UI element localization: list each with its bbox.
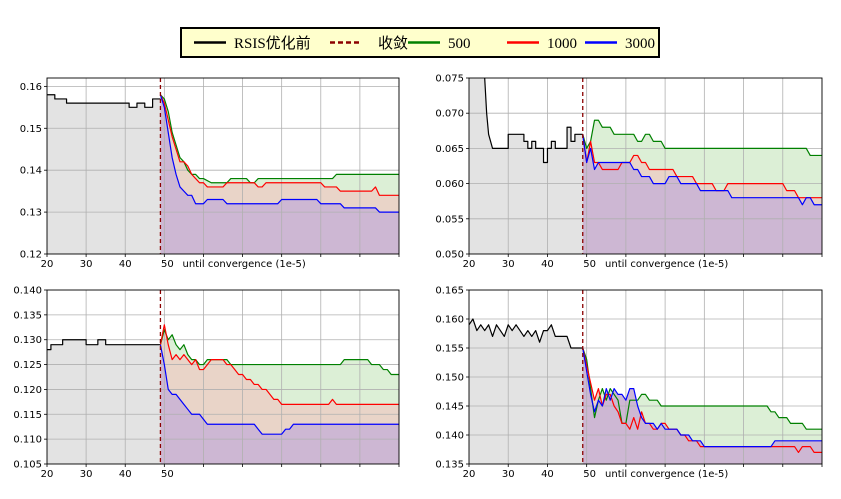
series-line-s3000	[582, 347, 822, 448]
y-tick-label: 0.055	[435, 214, 464, 225]
fill-3000	[160, 94, 399, 254]
y-tick-label: 0.150	[435, 373, 464, 384]
y-tick-label: 0.060	[435, 179, 464, 190]
fill-3000	[160, 344, 399, 464]
grid	[47, 78, 399, 254]
chart-panel-top-left: 0.12 0.13 0.14 0.15 0.16 20 30 40 50 until conver…	[20, 77, 400, 270]
series-line-s500	[582, 119, 822, 157]
y-tick-label: 0.140	[435, 431, 464, 442]
series-line-before	[484, 78, 583, 164]
x-tick-label: 20	[463, 469, 476, 480]
y-tick-label: 0.12	[20, 250, 42, 261]
fill-before	[469, 78, 583, 254]
y-tick-label: 0.070	[435, 109, 464, 120]
axes-frame	[46, 77, 400, 255]
x-axis-label: until convergence (1e-5)	[605, 259, 728, 270]
legend-entry: 收敛	[330, 35, 408, 52]
y-tick-label: 0.165	[435, 286, 464, 297]
y-tick-label: 0.050	[435, 250, 464, 261]
series-line-s1000	[159, 94, 399, 196]
legend-label: 500	[448, 36, 471, 52]
y-tick-label: 0.110	[13, 435, 42, 446]
legend-entry: 500	[408, 36, 471, 52]
axes-frame	[46, 289, 400, 465]
series-line-before	[47, 339, 161, 351]
y-tick-label: 0.125	[13, 360, 42, 371]
y-tick-label: 0.065	[435, 144, 464, 155]
series-line-before	[469, 318, 583, 349]
x-tick-label: 50	[583, 469, 596, 480]
chart-panel-top-right: 0.050 0.055 0.060 0.065 0.070 0.075 20 30 40 50 un…	[435, 74, 823, 270]
legend-label: 收敛	[378, 35, 408, 52]
legend-label: RSIS优化前	[234, 35, 311, 52]
y-tick-label: 0.160	[435, 315, 464, 326]
y-tick-label: 0.135	[435, 460, 464, 471]
legend-svg: RSIS优化前 收敛 500 1000 3000	[194, 35, 655, 52]
x-tick-label: 40	[541, 259, 554, 270]
x-tick-label: 50	[583, 259, 596, 270]
y-tick-label: 0.145	[435, 402, 464, 413]
x-tick-label: 40	[119, 469, 132, 480]
plot-area	[47, 290, 399, 464]
x-tick-label: 50	[161, 259, 174, 270]
fill-before	[47, 94, 161, 254]
legend-entry: 3000	[585, 36, 655, 52]
y-tick-label: 0.155	[435, 344, 464, 355]
y-tick-label: 0.14	[20, 166, 42, 177]
x-axis-label: until convergence (1e-5)	[605, 469, 728, 480]
legend-box: RSIS优化前 收敛 500 1000 3000	[180, 27, 660, 58]
series-line-s500	[159, 329, 399, 376]
plot-area	[469, 78, 822, 254]
y-tick-label: 0.140	[13, 286, 42, 297]
fill-before	[47, 339, 161, 464]
y-tick-label: 0.16	[20, 82, 42, 93]
series-line-s3000	[582, 134, 822, 206]
series-line-before	[47, 94, 161, 108]
y-tick-label: 0.130	[13, 335, 42, 346]
grid	[469, 290, 822, 464]
x-tick-label: 40	[541, 469, 554, 480]
chart-panel-bottom-left: 0.105 0.110 0.115 0.120 0.125 0.130 0.135 0.140…	[13, 286, 400, 480]
y-tick-label: 0.115	[13, 410, 42, 421]
x-tick-label: 50	[161, 469, 174, 480]
plot-area	[47, 78, 399, 254]
y-tick-label: 0.105	[13, 460, 42, 471]
x-tick-label: 30	[80, 469, 93, 480]
x-axis-label: until convergence (1e-5)	[182, 259, 305, 270]
series-line-s3000	[159, 344, 399, 435]
fill-before	[469, 319, 583, 464]
legend-entry: RSIS优化前	[194, 35, 311, 52]
series-line-s1000	[582, 347, 822, 453]
legend-label: 1000	[547, 36, 577, 52]
x-tick-label: 40	[119, 259, 132, 270]
chart-panel-bottom-right: 0.135 0.140 0.145 0.150 0.155 0.160 0.165 20 30 4…	[435, 286, 823, 480]
fill-3000	[582, 134, 822, 254]
x-tick-label: 20	[41, 469, 54, 480]
series-line-s500	[159, 94, 399, 184]
y-tick-label: 0.075	[435, 74, 464, 85]
x-tick-label: 30	[502, 469, 515, 480]
y-tick-label: 0.135	[13, 310, 42, 321]
series-line-s3000	[159, 94, 399, 213]
x-tick-label: 20	[41, 259, 54, 270]
x-tick-label: 30	[80, 259, 93, 270]
x-tick-label: 30	[502, 259, 515, 270]
legend-entry: 1000	[507, 36, 577, 52]
y-tick-label: 0.13	[20, 208, 42, 219]
legend-label: 3000	[625, 36, 655, 52]
y-tick-label: 0.15	[20, 124, 42, 135]
plot-area	[469, 290, 822, 464]
axes-frame	[468, 77, 823, 255]
x-tick-label: 20	[463, 259, 476, 270]
y-tick-label: 0.120	[13, 385, 42, 396]
series-line-s1000	[159, 324, 399, 405]
